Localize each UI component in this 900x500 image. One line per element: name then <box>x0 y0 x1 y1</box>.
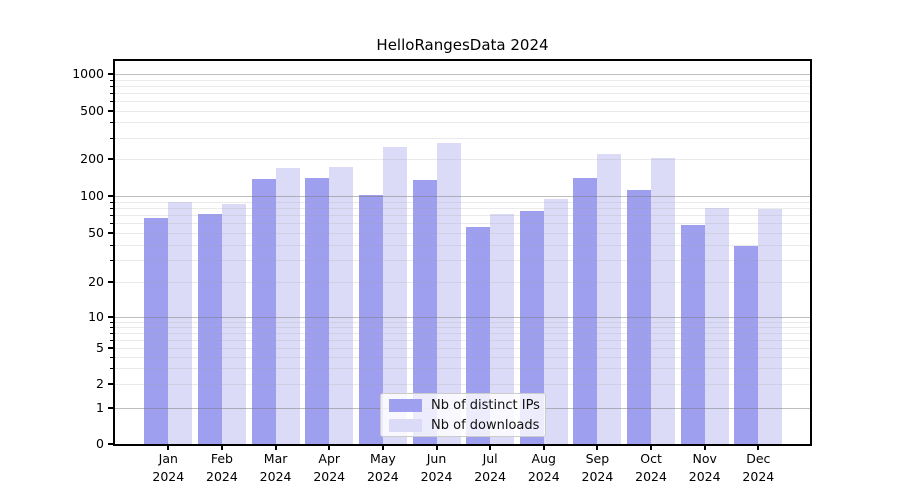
y-tick-label: 200 <box>80 151 104 166</box>
x-tick-label-sep: Sep 2024 <box>581 451 614 484</box>
y-minor-tick <box>110 137 113 139</box>
y-tick-label: 0 <box>96 436 104 451</box>
bar-downloads-dec <box>758 209 783 444</box>
x-tick-label-jul: Jul 2024 <box>474 451 507 484</box>
x-tick <box>381 445 384 450</box>
bar-distinct-ips-oct <box>627 189 652 444</box>
x-tick <box>703 445 706 450</box>
x-tick <box>167 445 170 450</box>
x-tick <box>274 445 277 450</box>
legend: Nb of distinct IPs Nb of downloads <box>380 393 546 437</box>
y-tick-label: 20 <box>88 274 104 290</box>
bar-downloads-jan <box>168 201 193 444</box>
bar-distinct-ips-mar <box>251 179 276 444</box>
legend-row-downloads: Nb of downloads <box>381 417 545 434</box>
bar-distinct-ips-feb <box>197 214 222 444</box>
y-minor-tick <box>110 201 113 203</box>
y-tick <box>108 232 113 234</box>
bar-downloads-mar <box>275 168 300 444</box>
y-tick <box>108 383 113 385</box>
y-minor-tick <box>110 79 113 81</box>
y-minor-tick <box>110 368 113 370</box>
x-tick-label-feb: Feb 2024 <box>206 451 238 484</box>
bar-distinct-ips-may <box>358 194 383 444</box>
x-tick-label-mar: Mar 2024 <box>259 451 292 484</box>
bar-downloads-apr <box>329 166 354 444</box>
y-tick <box>108 315 113 318</box>
y-minor-tick <box>110 93 113 95</box>
y-tick-label: 100 <box>80 188 104 203</box>
y-minor-tick <box>110 260 113 262</box>
bar-distinct-ips-sep <box>573 178 598 444</box>
y-minor-tick <box>110 86 113 88</box>
plot-area <box>113 59 812 446</box>
y-tick <box>108 73 113 76</box>
x-tick <box>596 445 599 450</box>
x-tick <box>542 445 545 450</box>
y-minor-tick <box>110 215 113 217</box>
x-tick <box>328 445 331 450</box>
y-minor-tick <box>110 321 113 323</box>
y-minor-tick <box>110 339 113 341</box>
bar-distinct-ips-apr <box>305 177 330 444</box>
y-minor-tick <box>110 332 113 334</box>
y-tick <box>108 281 113 284</box>
bar-distinct-ips-jan <box>144 218 169 444</box>
x-tick <box>220 445 223 450</box>
x-tick-label-dec: Dec 2024 <box>742 451 775 484</box>
x-tick-label-oct: Oct 2024 <box>635 451 667 484</box>
x-tick-label-jun: Jun 2024 <box>420 451 453 484</box>
x-tick-label-nov: Nov 2024 <box>688 451 721 484</box>
bar-downloads-nov <box>704 207 729 444</box>
y-tick <box>108 347 113 350</box>
legend-swatch-downloads <box>389 418 422 432</box>
y-minor-tick <box>110 245 113 246</box>
bar-downloads-sep <box>597 154 622 444</box>
x-tick <box>650 445 653 450</box>
chart-title: HelloRangesData 2024 <box>376 36 549 54</box>
y-tick <box>108 158 113 160</box>
x-tick-label-apr: Apr 2024 <box>313 451 346 484</box>
legend-label-downloads: Nb of downloads <box>431 417 540 433</box>
y-tick-label: 5 <box>96 340 104 356</box>
y-tick <box>108 443 113 445</box>
y-minor-tick <box>110 101 113 103</box>
y-tick-label: 1000 <box>72 66 104 82</box>
bar-distinct-ips-nov <box>680 225 705 444</box>
legend-label-distinct-ips: Nb of distinct IPs <box>431 397 540 413</box>
x-tick <box>435 445 438 450</box>
y-tick-label: 1 <box>96 399 104 415</box>
bar-distinct-ips-dec <box>734 246 759 444</box>
y-tick <box>108 406 113 409</box>
y-tick <box>108 109 113 112</box>
y-tick-label: 50 <box>88 225 104 240</box>
y-minor-tick <box>110 122 113 124</box>
bars-layer <box>115 61 810 444</box>
bar-downloads-oct <box>651 157 676 444</box>
y-tick-label: 500 <box>80 102 104 118</box>
y-minor-tick <box>110 326 113 328</box>
y-tick-label: 10 <box>88 308 104 324</box>
y-minor-tick <box>110 223 113 225</box>
legend-row-distinct-ips: Nb of distinct IPs <box>381 397 545 414</box>
bar-downloads-aug <box>543 199 568 444</box>
x-tick <box>489 445 492 450</box>
x-tick-label-jan: Jan 2024 <box>152 451 185 484</box>
x-tick <box>757 445 760 450</box>
y-minor-tick <box>110 207 113 209</box>
y-tick <box>108 195 113 197</box>
x-tick-label-may: May 2024 <box>366 451 399 484</box>
y-minor-tick <box>110 356 113 358</box>
bar-downloads-feb <box>221 204 246 444</box>
legend-swatch-distinct-ips <box>389 398 422 412</box>
x-tick-label-aug: Aug 2024 <box>527 451 560 484</box>
y-tick-label: 2 <box>96 376 104 391</box>
